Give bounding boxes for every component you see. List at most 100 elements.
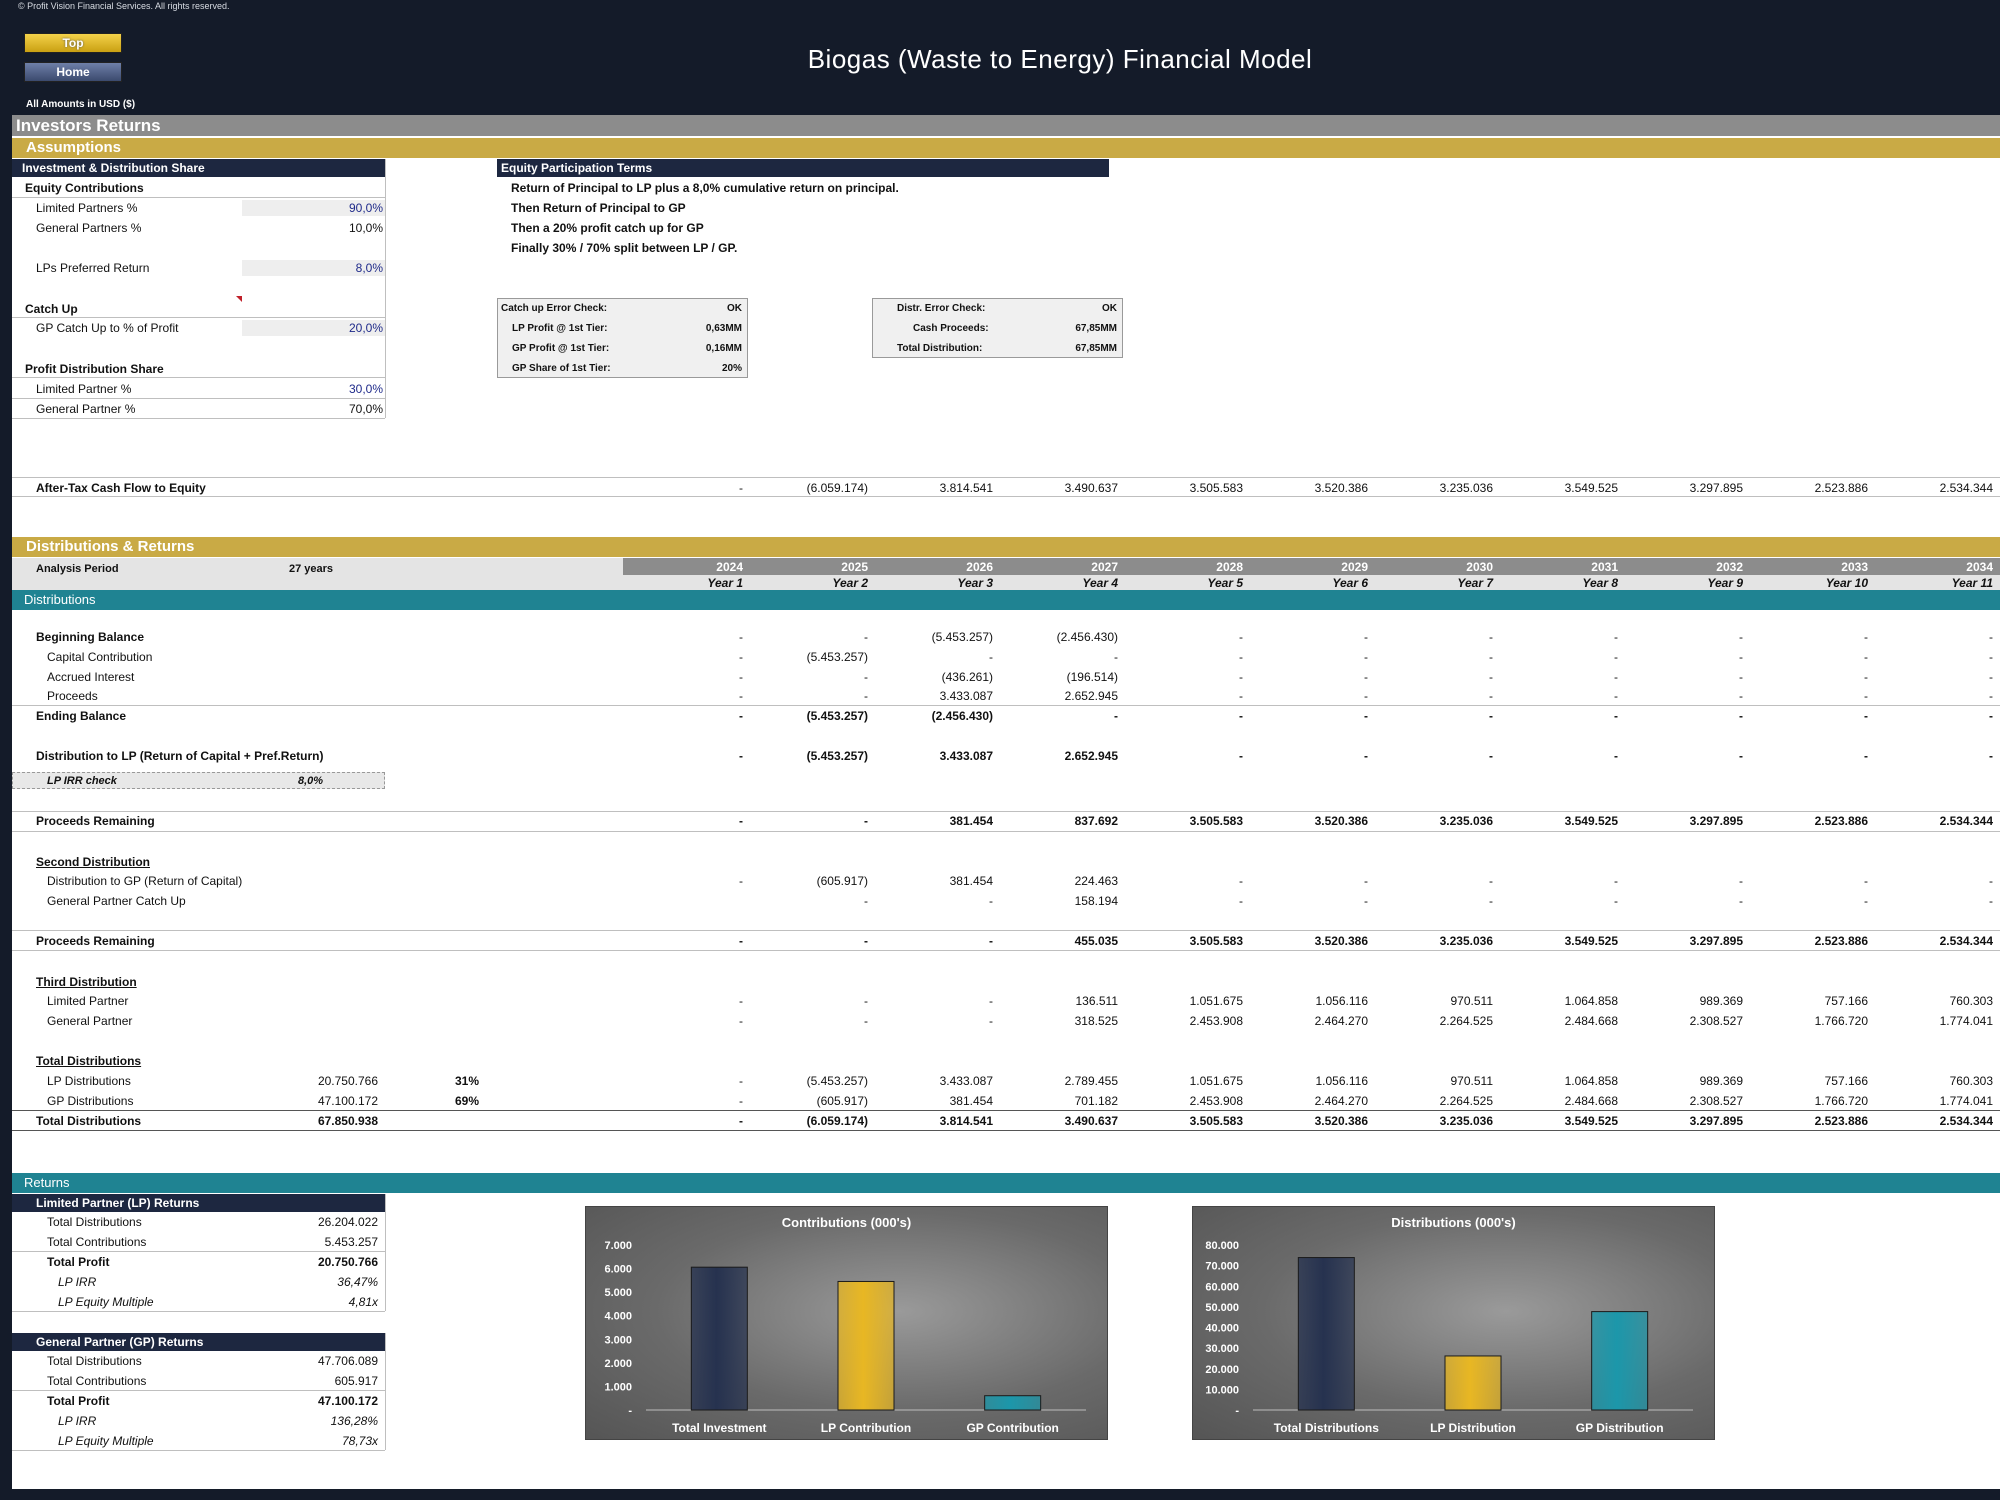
gp-returns-value: 78,73x — [341, 1434, 378, 1448]
year-cell: - — [1864, 874, 1868, 888]
check-value: 0,63MM — [705, 323, 742, 334]
analysis-period-label: Analysis Period — [36, 563, 119, 575]
year-cell: 2029 — [1341, 560, 1368, 574]
year-cell: (5.453.257) — [806, 1074, 868, 1088]
year-cell: - — [1614, 650, 1618, 664]
check-label: GP Profit @ 1st Tier: — [512, 343, 610, 354]
lp-distributions-pct: 31% — [455, 1074, 480, 1088]
catch-up-input[interactable] — [242, 320, 385, 336]
year-cell: 3.505.583 — [1189, 1114, 1243, 1128]
proceeds-remaining-label: Proceeds Remaining — [36, 814, 155, 828]
year-cell: - — [1864, 894, 1868, 908]
year-cell: 2.308.527 — [1689, 1014, 1743, 1028]
year-cell: - — [1864, 630, 1868, 644]
lp-irr-check-value: 8,0% — [298, 775, 324, 787]
year-cell: Year 4 — [1082, 576, 1118, 590]
year-cell: - — [1989, 894, 1993, 908]
check-value: 67,85MM — [1075, 323, 1117, 334]
beginning-balance-label: Beginning Balance — [36, 630, 145, 644]
year-cell: - — [1364, 689, 1368, 703]
year-cell: 970.511 — [1450, 1074, 1494, 1088]
year-cell: - — [1614, 630, 1618, 644]
year-cell: 381.454 — [949, 814, 993, 828]
gp-returns-value: 605.917 — [334, 1374, 378, 1388]
equity-terms-line: Return of Principal to LP plus a 8,0% cu… — [511, 181, 899, 195]
equity-terms-line: Then Return of Principal to GP — [511, 201, 686, 215]
year-cell: - — [1489, 650, 1493, 664]
chart-bar[interactable] — [1297, 1257, 1355, 1411]
year-cell: 318.525 — [1074, 1014, 1118, 1028]
x-category-label: Total Distributions — [1274, 1421, 1379, 1435]
year-cell: - — [1739, 894, 1743, 908]
catch-up-pct-label: GP Catch Up to % of Profit — [36, 321, 179, 335]
investment-share-header: Investment & Distribution Share — [12, 159, 385, 177]
year-cell: 3.297.895 — [1689, 1114, 1743, 1128]
proceeds-remaining-label: Proceeds Remaining — [36, 934, 155, 948]
year-cell: - — [864, 994, 868, 1008]
year-cell: 2.523.886 — [1814, 481, 1868, 495]
x-category-label: GP Distribution — [1576, 1421, 1664, 1435]
year-cell: 701.182 — [1074, 1094, 1118, 1108]
equity-contributions-label: Equity Contributions — [25, 181, 144, 195]
year-cell: Year 3 — [957, 576, 993, 590]
year-cell: 760.303 — [1949, 994, 1993, 1008]
chart-bar[interactable] — [984, 1395, 1042, 1411]
year-cell: 1.056.116 — [1315, 1074, 1369, 1088]
dist-to-lp-label: Distribution to LP (Return of Capital + … — [36, 749, 324, 763]
chart-bar[interactable] — [837, 1280, 895, 1411]
lp-returns-value: 5.453.257 — [324, 1235, 378, 1249]
contributions-chart[interactable]: Contributions (000's) - 1.000 2.000 3.000 4.… — [585, 1206, 1108, 1440]
year-cell: 3.505.583 — [1189, 481, 1243, 495]
chart-bar[interactable] — [690, 1266, 748, 1411]
equity-terms-header: Equity Participation Terms — [497, 159, 1109, 177]
lp-share-value: 30,0% — [348, 382, 383, 396]
comment-marker-icon[interactable] — [236, 296, 242, 302]
cashflow-label: After-Tax Cash Flow to Equity — [36, 481, 206, 495]
year-cell: 3.549.525 — [1564, 481, 1618, 495]
y-tick-label: 50.000 — [1205, 1302, 1239, 1314]
home-button[interactable]: Home — [24, 62, 122, 82]
currency-note: All Amounts in USD ($) — [26, 99, 136, 110]
y-tick-label: 30.000 — [1205, 1343, 1239, 1355]
year-cell: - — [1739, 670, 1743, 684]
lp-returns-label: Total Contributions — [47, 1235, 147, 1249]
y-tick-label: 3.000 — [604, 1334, 632, 1346]
year-cell: - — [1989, 709, 1993, 723]
year-cell: - — [989, 934, 993, 948]
y-tick-label: 2.000 — [604, 1358, 632, 1370]
distributions-chart[interactable]: Distributions (000's) - 10.000 20.000 30.00… — [1192, 1206, 1715, 1440]
lp-returns-value: 26.204.022 — [317, 1215, 378, 1229]
year-cell: 2031 — [1591, 560, 1618, 574]
year-cell: Year 10 — [1825, 576, 1868, 590]
y-tick-label: 6.000 — [604, 1264, 632, 1276]
year-cell: - — [1364, 749, 1368, 763]
check-label: Cash Proceeds: — [913, 323, 989, 334]
top-button[interactable]: Top — [24, 33, 122, 53]
page-title: Biogas (Waste to Energy) Financial Model — [807, 44, 1313, 74]
accrued-interest-label: Accrued Interest — [47, 670, 135, 684]
y-tick-label: - — [1235, 1405, 1239, 1417]
lp-pct-value: 90,0% — [348, 201, 383, 215]
year-cell: 2.523.886 — [1814, 1114, 1868, 1128]
pref-return-input[interactable] — [242, 260, 385, 276]
gp-distributions-total: 47.100.172 — [317, 1094, 378, 1108]
year-cell: 381.454 — [949, 1094, 993, 1108]
chart-bar[interactable] — [1444, 1355, 1502, 1411]
lp-returns-label: LP Equity Multiple — [58, 1295, 154, 1309]
year-cell: - — [1364, 709, 1368, 723]
year-cell: 2.652.945 — [1064, 689, 1118, 703]
year-cell: - — [1489, 894, 1493, 908]
year-cell: (436.261) — [941, 670, 993, 684]
lp-pct-label: Limited Partners % — [36, 201, 138, 215]
year-cell: - — [1239, 874, 1243, 888]
year-cell: 381.454 — [949, 874, 993, 888]
proceeds-label: Proceeds — [47, 689, 98, 703]
year-cell: 455.035 — [1074, 934, 1118, 948]
chart-bar[interactable] — [1591, 1311, 1649, 1411]
year-cell: - — [1739, 630, 1743, 644]
y-tick-label: 20.000 — [1205, 1364, 1239, 1376]
year-cell: - — [1864, 650, 1868, 664]
lp-pct-input[interactable] — [242, 200, 385, 216]
year-cell: Year 9 — [1707, 576, 1743, 590]
year-cell: 989.369 — [1699, 1074, 1743, 1088]
